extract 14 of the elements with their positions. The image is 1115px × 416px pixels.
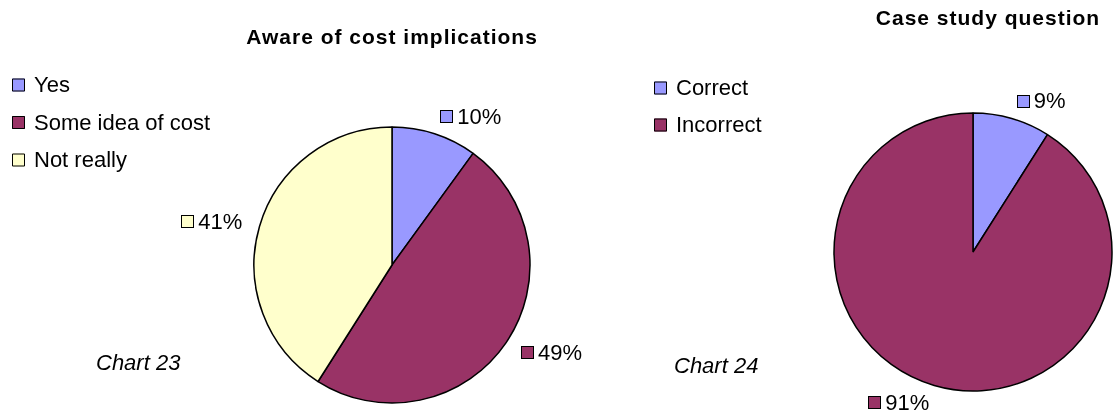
data-label: 10% <box>457 103 502 129</box>
data-label: 41% <box>198 208 243 234</box>
chart-title: Case study question <box>875 5 1101 29</box>
data-label: 9% <box>1033 88 1066 114</box>
legend-label: Incorrect <box>676 112 762 138</box>
caption: Chart 24 <box>674 353 759 379</box>
chart-title: Aware of cost implications <box>246 24 538 48</box>
legend-label: Yes <box>34 72 70 98</box>
data-label: 91% <box>885 389 930 415</box>
legend-label: Not really <box>34 147 127 173</box>
legend-label: Some idea of cost <box>34 109 211 135</box>
legend-label: Correct <box>676 75 749 101</box>
caption: Chart 23 <box>96 350 182 376</box>
data-label: 49% <box>538 339 583 365</box>
